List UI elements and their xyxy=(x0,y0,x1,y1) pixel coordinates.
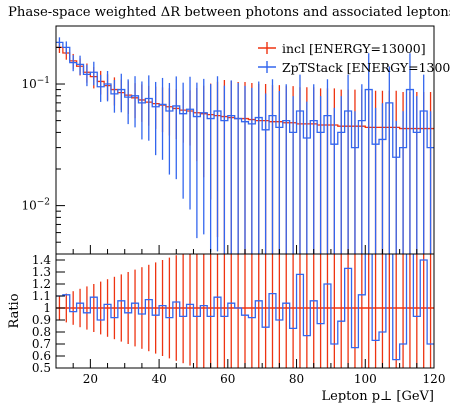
x-tick-label: 80 xyxy=(289,372,304,386)
ratio-y-label: Ratio xyxy=(7,293,22,328)
x-tick-label: 100 xyxy=(354,372,377,386)
x-tick-label: 120 xyxy=(423,372,446,386)
ratio-y-tick-label: 0.9 xyxy=(32,313,51,327)
ratio-y-tick-label: 0.6 xyxy=(32,349,51,363)
x-tick-label: 40 xyxy=(151,372,166,386)
ratio-y-tick-label: 0.7 xyxy=(32,337,51,351)
ratio-y-tick-label: 1.4 xyxy=(32,253,51,267)
y-tick-label: 10−2 xyxy=(21,198,50,213)
x-axis-label: Lepton p⊥ [GeV] xyxy=(322,389,435,404)
main-axes: 10−1 10−2 xyxy=(21,46,435,255)
chart-title: Phase-space weighted ΔR between photons … xyxy=(8,5,450,20)
ratio-histogram-line xyxy=(56,254,434,361)
legend: incl [ENERGY=13000] ZpTStack [ENERGY=130… xyxy=(258,41,450,75)
main-panel-data xyxy=(56,37,434,254)
ratio-y-tick-label: 1 xyxy=(43,301,51,315)
y-tick-label: 10−1 xyxy=(21,76,50,91)
ratio-y-tick-label: 1.2 xyxy=(32,277,51,291)
legend-incl-label: incl [ENERGY=13000] xyxy=(282,41,426,56)
ratio-y-tick-label: 0.8 xyxy=(32,325,51,339)
ratio-axes: 0.50.60.70.80.911.11.21.31.4 20 40 60 80 100 1… xyxy=(32,253,446,386)
x-tick-label: 20 xyxy=(83,372,98,386)
legend-zpt-label: ZpTStack [ENERGY=13000] xyxy=(282,60,450,75)
ratio-panel-data xyxy=(56,254,434,368)
ratio-y-tick-label: 0.5 xyxy=(32,361,51,375)
x-tick-label: 60 xyxy=(220,372,235,386)
ratio-y-tick-label: 1.3 xyxy=(32,265,51,279)
zpt-histogram-line xyxy=(56,41,434,158)
ratio-y-tick-label: 1.1 xyxy=(32,289,51,303)
